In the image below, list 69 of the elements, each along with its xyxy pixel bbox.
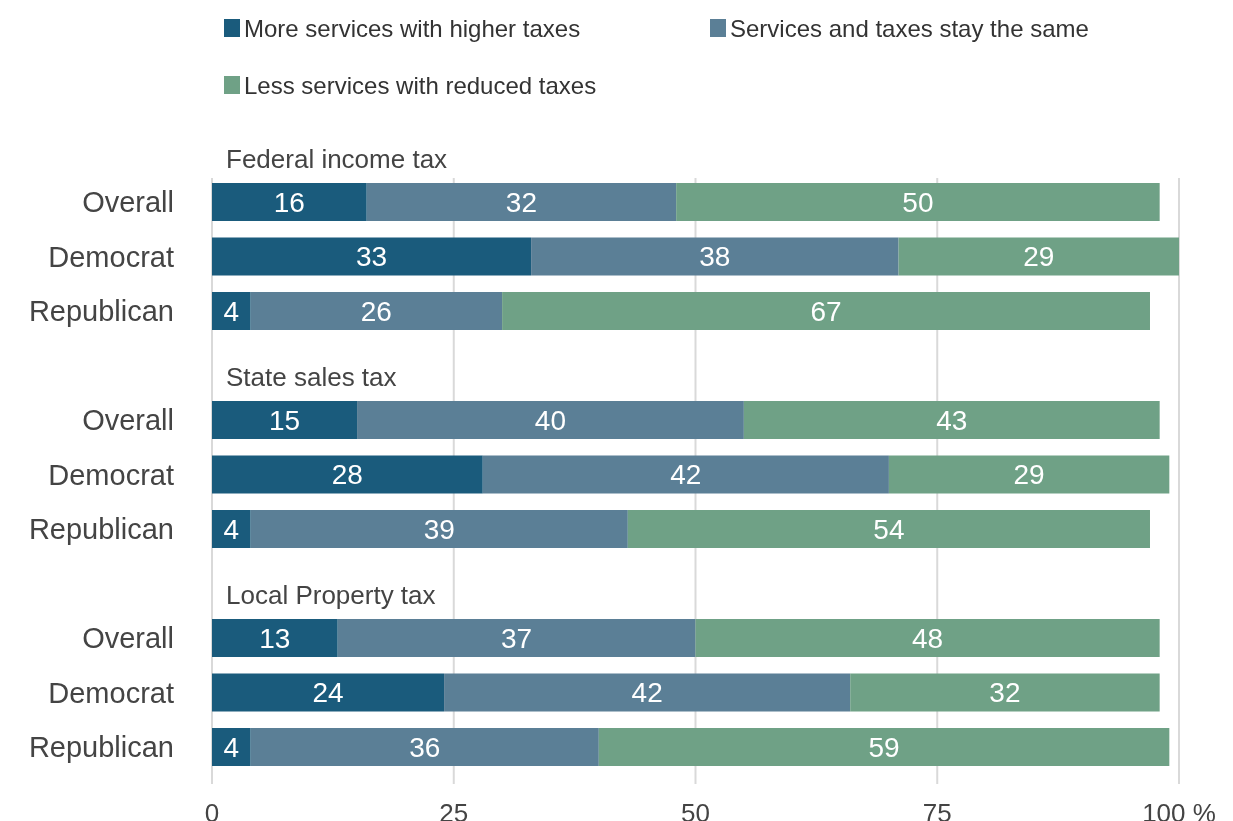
data-label: 48 bbox=[912, 622, 944, 654]
bar bbox=[212, 455, 483, 494]
bar bbox=[250, 292, 503, 330]
bar bbox=[250, 510, 628, 548]
bar bbox=[850, 673, 1160, 712]
y-tick-label: Overall bbox=[82, 186, 174, 218]
y-tick-label: Republican bbox=[28, 513, 174, 545]
bar bbox=[337, 619, 696, 657]
bar bbox=[212, 183, 367, 221]
data-label: 59 bbox=[868, 731, 900, 763]
data-label: 33 bbox=[355, 241, 388, 272]
data-label: 40 bbox=[534, 404, 567, 436]
bar bbox=[888, 455, 1170, 494]
chart-title: Federal income tax bbox=[226, 144, 448, 174]
data-label: 29 bbox=[1013, 459, 1045, 490]
data-label: 4 bbox=[223, 731, 240, 763]
data-label: 42 bbox=[631, 677, 663, 708]
data-label: 15 bbox=[268, 404, 301, 436]
data-label: 38 bbox=[699, 241, 731, 272]
bar bbox=[212, 292, 251, 330]
y-tick-label: Overall bbox=[82, 622, 174, 654]
data-label: 16 bbox=[273, 186, 305, 218]
data-label: 36 bbox=[409, 731, 441, 763]
legend-label: Less services with reduced taxes bbox=[244, 71, 597, 99]
data-label: 13 bbox=[259, 622, 291, 654]
data-label: 29 bbox=[1023, 241, 1055, 272]
bar bbox=[212, 728, 251, 766]
y-tick-label: Democrat bbox=[48, 676, 174, 709]
data-label: 4 bbox=[223, 295, 240, 327]
data-label: 54 bbox=[873, 513, 905, 545]
chart-title: State sales tax bbox=[226, 362, 397, 392]
bar bbox=[627, 510, 1150, 548]
data-label: 24 bbox=[312, 677, 344, 708]
bar bbox=[212, 619, 338, 657]
data-label: 67 bbox=[810, 295, 842, 327]
bar bbox=[676, 183, 1160, 221]
data-label: 32 bbox=[989, 677, 1021, 708]
bar bbox=[531, 237, 899, 276]
legend-label: Services and taxes stay the same bbox=[730, 14, 1089, 42]
bar bbox=[212, 510, 251, 548]
data-label: 28 bbox=[331, 459, 363, 490]
data-label: 4 bbox=[223, 513, 240, 545]
y-tick-label: Overall bbox=[82, 404, 174, 436]
bar bbox=[482, 455, 889, 494]
data-label: 26 bbox=[360, 295, 392, 327]
bar bbox=[250, 728, 599, 766]
bar bbox=[444, 673, 851, 712]
legend-label: More services with higher taxes bbox=[244, 14, 581, 42]
data-label: 32 bbox=[505, 186, 538, 218]
bar bbox=[212, 237, 532, 276]
bar bbox=[502, 292, 1150, 330]
bar bbox=[212, 673, 445, 712]
bar bbox=[695, 619, 1160, 657]
data-label: 42 bbox=[670, 459, 702, 490]
y-tick-label: Republican bbox=[28, 731, 174, 763]
data-label: 39 bbox=[423, 513, 455, 545]
bar bbox=[366, 183, 677, 221]
bar bbox=[357, 401, 744, 439]
data-label: 43 bbox=[936, 404, 968, 436]
chart-title: Local Property tax bbox=[226, 580, 436, 610]
bar bbox=[898, 237, 1179, 276]
data-label: 37 bbox=[501, 622, 533, 654]
bar bbox=[212, 401, 358, 439]
data-label: 50 bbox=[902, 186, 934, 218]
y-tick-label: Republican bbox=[28, 295, 174, 327]
y-tick-label: Democrat bbox=[48, 458, 174, 491]
y-tick-label: Democrat bbox=[48, 240, 174, 273]
bar bbox=[743, 401, 1160, 439]
bar bbox=[598, 728, 1170, 766]
